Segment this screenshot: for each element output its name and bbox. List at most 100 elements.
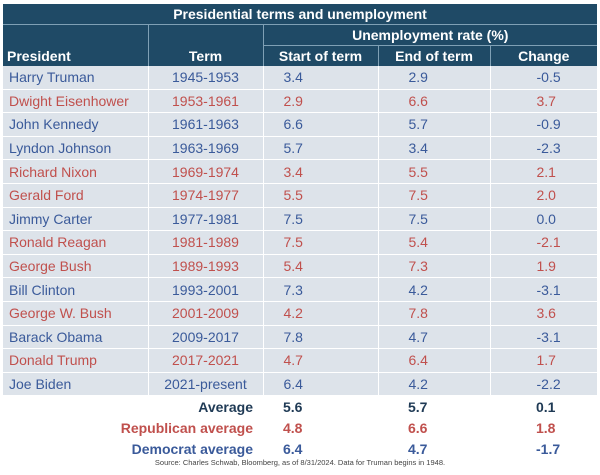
change-cell: 0.0 bbox=[489, 207, 598, 232]
start-rate-cell: 3.4 bbox=[262, 159, 378, 184]
table-row: Joe Biden 2021-present 6.4 4.2 -2.2 bbox=[3, 372, 598, 397]
source-note: Source: Charles Schwab, Bloomberg, as of… bbox=[154, 458, 446, 467]
term-cell: 2021-present bbox=[147, 372, 263, 397]
president-cell: Jimmy Carter bbox=[3, 207, 148, 232]
start-rate-cell: 5.5 bbox=[262, 183, 378, 208]
start-rate-cell: 4.7 bbox=[262, 348, 378, 373]
president-cell: Dwight Eisenhower bbox=[3, 89, 148, 114]
table-row: Harry Truman 1945-1953 3.4 2.9 -0.5 bbox=[3, 66, 598, 90]
term-cell: 2009-2017 bbox=[147, 325, 263, 350]
start-rate-cell: 3.4 bbox=[262, 66, 378, 90]
column-header-change: Change bbox=[489, 45, 598, 66]
table-row: Bill Clinton 1993-2001 7.3 4.2 -3.1 bbox=[3, 277, 598, 302]
change-cell: -0.5 bbox=[489, 66, 598, 90]
table-row: George Bush 1989-1993 5.4 7.3 1.9 bbox=[3, 254, 598, 279]
start-rate-cell: 6.4 bbox=[262, 372, 378, 397]
president-cell: Richard Nixon bbox=[3, 159, 148, 184]
start-rate-cell: 7.3 bbox=[262, 277, 378, 302]
term-cell: 1969-1974 bbox=[147, 159, 263, 184]
table-row: Ronald Reagan 1981-1989 7.5 5.4 -2.1 bbox=[3, 230, 598, 255]
presidential-unemployment-table: Presidential terms and unemployment Pres… bbox=[3, 4, 598, 460]
change-cell: 1.7 bbox=[489, 348, 598, 373]
end-rate-cell: 5.5 bbox=[377, 159, 490, 184]
president-cell: George W. Bush bbox=[3, 301, 148, 326]
end-rate-cell: 6.4 bbox=[377, 348, 490, 373]
table-row: Gerald Ford 1974-1977 5.5 7.5 2.0 bbox=[3, 183, 598, 208]
term-cell: 1981-1989 bbox=[147, 230, 263, 255]
democrat-average-change: -1.7 bbox=[490, 438, 598, 460]
start-rate-cell: 5.4 bbox=[262, 254, 378, 279]
average-start: 5.6 bbox=[263, 395, 378, 418]
term-cell: 2017-2021 bbox=[147, 348, 263, 373]
president-cell: Gerald Ford bbox=[3, 183, 148, 208]
table-title: Presidential terms and unemployment bbox=[3, 4, 598, 25]
president-cell: Barack Obama bbox=[3, 325, 148, 350]
table-body: Harry Truman 1945-1953 3.4 2.9 -0.5 Dwight Ei… bbox=[3, 66, 598, 397]
table-row: Dwight Eisenhower 1953-1961 2.9 6.6 3.7 bbox=[3, 89, 598, 114]
republican-average-end: 6.6 bbox=[378, 417, 490, 439]
change-cell: -0.9 bbox=[489, 112, 598, 137]
column-header-end: End of term bbox=[377, 45, 490, 66]
term-cell: 1945-1953 bbox=[147, 66, 263, 90]
change-cell: 2.0 bbox=[489, 183, 598, 208]
republican-average-row: Republican average 4.8 6.6 1.8 bbox=[3, 417, 598, 439]
democrat-average-end: 4.7 bbox=[378, 438, 490, 460]
change-cell: 3.6 bbox=[489, 301, 598, 326]
president-cell: Donald Trump bbox=[3, 348, 148, 373]
term-cell: 1989-1993 bbox=[147, 254, 263, 279]
start-rate-cell: 5.7 bbox=[262, 136, 378, 161]
end-rate-cell: 2.9 bbox=[377, 66, 490, 90]
term-cell: 1977-1981 bbox=[147, 207, 263, 232]
president-cell: Ronald Reagan bbox=[3, 230, 148, 255]
start-rate-cell: 6.6 bbox=[262, 112, 378, 137]
president-cell: Joe Biden bbox=[3, 372, 148, 397]
term-cell: 1993-2001 bbox=[147, 277, 263, 302]
end-rate-cell: 7.8 bbox=[377, 301, 490, 326]
president-cell: John Kennedy bbox=[3, 112, 148, 137]
average-label: Average bbox=[3, 395, 263, 418]
start-rate-cell: 7.5 bbox=[262, 207, 378, 232]
term-cell: 2001-2009 bbox=[147, 301, 263, 326]
end-rate-cell: 7.3 bbox=[377, 254, 490, 279]
end-rate-cell: 6.6 bbox=[377, 89, 490, 114]
term-cell: 1963-1969 bbox=[147, 136, 263, 161]
term-cell: 1953-1961 bbox=[147, 89, 263, 114]
change-cell: -3.1 bbox=[489, 277, 598, 302]
end-rate-cell: 4.2 bbox=[377, 277, 490, 302]
president-cell: George Bush bbox=[3, 254, 148, 279]
start-rate-cell: 7.8 bbox=[262, 325, 378, 350]
table-row: Lyndon Johnson 1963-1969 5.7 3.4 -2.3 bbox=[3, 136, 598, 161]
end-rate-cell: 7.5 bbox=[377, 207, 490, 232]
end-rate-cell: 3.4 bbox=[377, 136, 490, 161]
democrat-average-label: Democrat average bbox=[3, 438, 263, 460]
start-rate-cell: 4.2 bbox=[262, 301, 378, 326]
table-row: George W. Bush 2001-2009 4.2 7.8 3.6 bbox=[3, 301, 598, 326]
term-cell: 1974-1977 bbox=[147, 183, 263, 208]
change-cell: 3.7 bbox=[489, 89, 598, 114]
change-cell: 1.9 bbox=[489, 254, 598, 279]
end-rate-cell: 7.5 bbox=[377, 183, 490, 208]
democrat-average-row: Democrat average 6.4 4.7 -1.7 bbox=[3, 438, 598, 460]
president-cell: Harry Truman bbox=[3, 66, 148, 90]
start-rate-cell: 2.9 bbox=[262, 89, 378, 114]
column-header-president: President bbox=[3, 24, 148, 66]
average-change: 0.1 bbox=[490, 395, 598, 418]
end-rate-cell: 4.2 bbox=[377, 372, 490, 397]
term-cell: 1961-1963 bbox=[147, 112, 263, 137]
change-cell: -3.1 bbox=[489, 325, 598, 350]
table-row: Donald Trump 2017-2021 4.7 6.4 1.7 bbox=[3, 348, 598, 373]
table-row: Barack Obama 2009-2017 7.8 4.7 -3.1 bbox=[3, 325, 598, 350]
end-rate-cell: 5.4 bbox=[377, 230, 490, 255]
table-row: Jimmy Carter 1977-1981 7.5 7.5 0.0 bbox=[3, 207, 598, 232]
group-header-unemployment-rate: Unemployment rate (%) bbox=[262, 24, 598, 46]
republican-average-change: 1.8 bbox=[490, 417, 598, 439]
change-cell: -2.1 bbox=[489, 230, 598, 255]
end-rate-cell: 4.7 bbox=[377, 325, 490, 350]
end-rate-cell: 5.7 bbox=[377, 112, 490, 137]
column-header-term: Term bbox=[147, 24, 263, 66]
democrat-average-start: 6.4 bbox=[263, 438, 378, 460]
change-cell: 2.1 bbox=[489, 159, 598, 184]
table-row: Richard Nixon 1969-1974 3.4 5.5 2.1 bbox=[3, 159, 598, 184]
president-cell: Lyndon Johnson bbox=[3, 136, 148, 161]
